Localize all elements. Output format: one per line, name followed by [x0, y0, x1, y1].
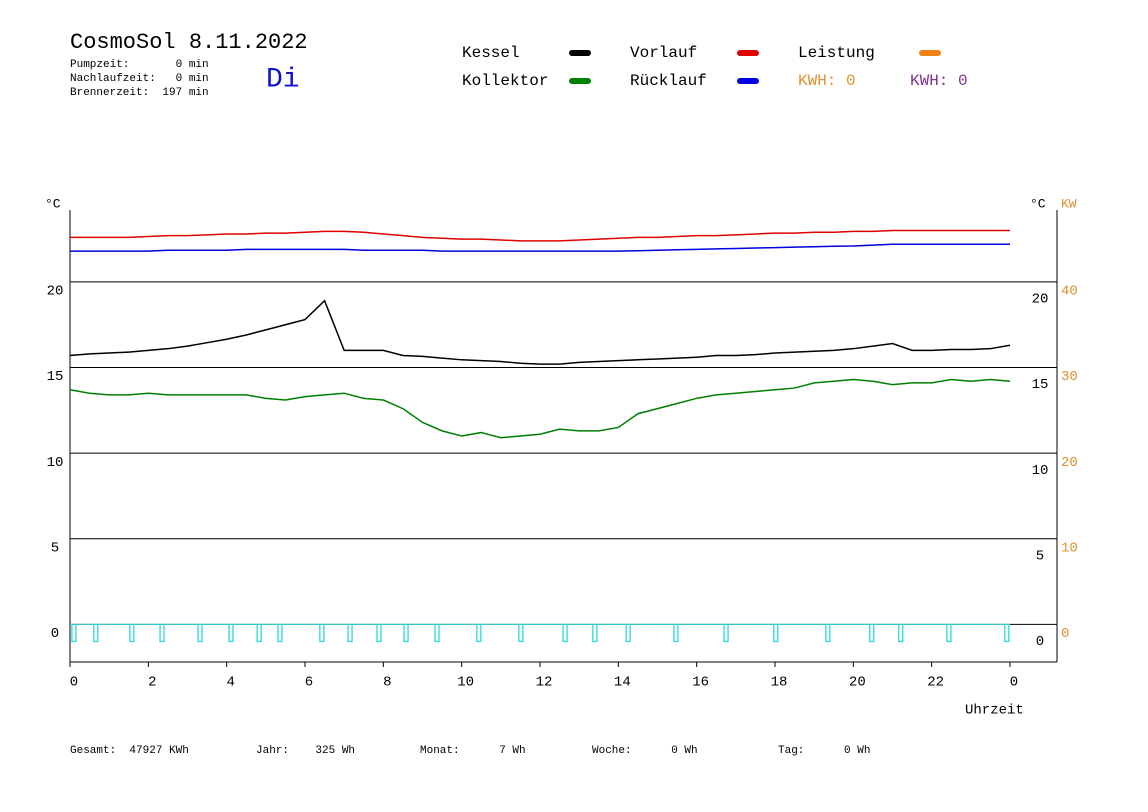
pulse: [869, 624, 875, 643]
y2-tick-label: 0: [1061, 626, 1069, 642]
y-tick-label-right: 20: [1032, 292, 1049, 308]
x-tick-label: 22: [927, 675, 944, 691]
pulse: [592, 624, 598, 643]
pulse: [518, 624, 524, 643]
pulse: [376, 624, 382, 643]
x-tick-label: 0: [1010, 675, 1018, 691]
y2-tick-label: 30: [1061, 369, 1078, 385]
y-tick-label-right: 15: [1032, 377, 1049, 393]
legend-label: Kollektor: [462, 72, 548, 90]
y2-tick-label: 20: [1061, 455, 1078, 471]
footer-stat: Gesamt: 47927 KWh: [70, 745, 189, 757]
pulse: [277, 624, 283, 643]
y2-tick-label: 40: [1061, 284, 1078, 300]
kwh-label: KWH: 0: [910, 72, 968, 90]
info-line: Brennerzeit: 197 min: [70, 87, 209, 99]
y-tick-label-right: 10: [1032, 463, 1049, 479]
kwh-label: KWH: 0: [798, 72, 856, 90]
x-tick-label: 16: [692, 675, 709, 691]
series-line: [70, 243, 1010, 252]
x-tick-label: 0: [70, 675, 78, 691]
pulse: [228, 624, 234, 643]
series-line: [69, 378, 1011, 439]
pulse: [197, 624, 203, 643]
x-tick-label: 4: [226, 675, 234, 691]
x-tick-label: 8: [383, 675, 391, 691]
pulse: [562, 624, 568, 643]
pulse: [673, 624, 679, 643]
pulse: [93, 624, 99, 643]
pulse: [347, 624, 353, 643]
y-tick-label: 5: [51, 540, 59, 556]
footer-stat: Tag: 0 Wh: [778, 745, 870, 757]
info-line: Nachlaufzeit: 0 min: [70, 73, 209, 85]
legend-label: Vorlauf: [630, 44, 697, 62]
x-axis-label: Uhrzeit: [965, 703, 1024, 719]
y-tick-label-right: 5: [1036, 548, 1044, 564]
legend-label: Leistung: [798, 44, 875, 62]
series-line: [69, 299, 1011, 365]
y-tick-label-right: 0: [1036, 634, 1044, 650]
pulse: [129, 624, 135, 643]
x-tick-label: 14: [614, 675, 631, 691]
pulse: [71, 624, 77, 643]
x-tick-label: 18: [771, 675, 788, 691]
info-line: Pumpzeit: 0 min: [70, 59, 209, 71]
pulse: [476, 624, 482, 643]
pulse: [825, 624, 831, 643]
chart-title: CosmoSol 8.11.2022: [70, 30, 308, 55]
pulse: [946, 624, 952, 643]
y-axis-label: °C: [45, 196, 61, 211]
pulse: [403, 624, 409, 643]
x-tick-label: 20: [849, 675, 866, 691]
y-tick-label: 10: [47, 455, 64, 471]
footer-stat: Monat: 7 Wh: [420, 745, 526, 757]
pulse: [1004, 624, 1010, 643]
pulse: [159, 624, 165, 643]
x-tick-label: 2: [148, 675, 156, 691]
pulse: [256, 624, 262, 643]
x-tick-label: 10: [457, 675, 474, 691]
y-tick-label: 0: [51, 626, 59, 642]
pulse: [898, 624, 904, 643]
footer-stat: Woche: 0 Wh: [592, 745, 698, 757]
series-line: [70, 229, 1010, 242]
legend-label: Kessel: [462, 44, 520, 62]
pulse: [625, 624, 631, 643]
pulse: [773, 624, 779, 643]
x-tick-label: 6: [305, 675, 313, 691]
pulse: [319, 624, 325, 643]
x-tick-label: 12: [536, 675, 553, 691]
y2-axis-label: KW: [1061, 196, 1077, 211]
pulse: [434, 624, 440, 643]
y-tick-label: 15: [47, 369, 64, 385]
weekday: Di: [266, 64, 300, 95]
legend-label: Rücklauf: [630, 72, 707, 90]
y-axis-label-right: °C: [1030, 196, 1046, 211]
y2-tick-label: 10: [1061, 540, 1078, 556]
y-tick-label: 20: [47, 284, 64, 300]
footer-stat: Jahr: 325 Wh: [256, 745, 355, 757]
pulse: [723, 624, 729, 643]
